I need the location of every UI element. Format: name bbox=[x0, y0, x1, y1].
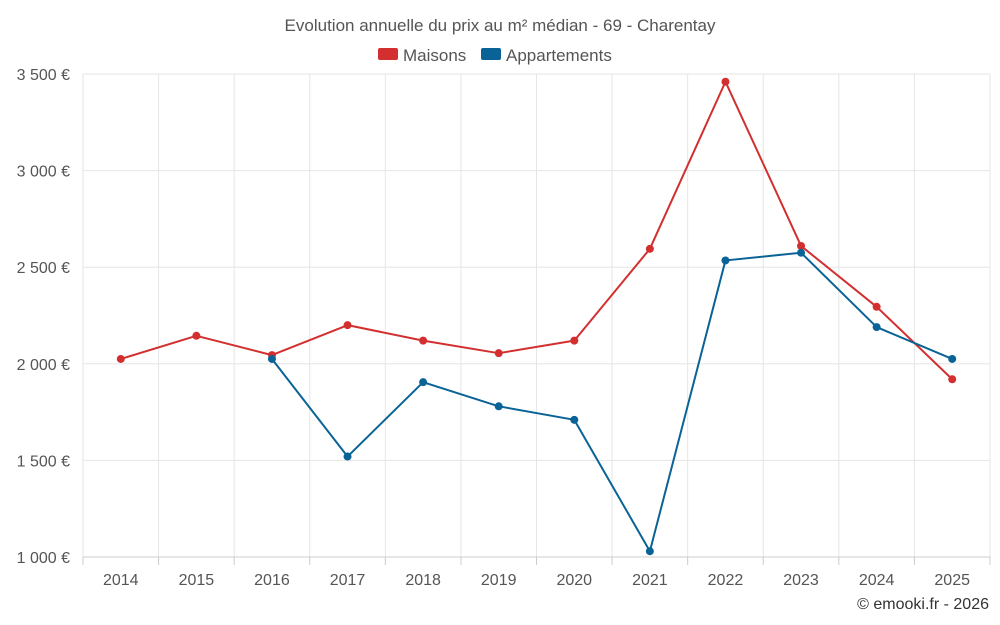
chart-title: Evolution annuelle du prix au m² médian … bbox=[285, 16, 716, 35]
x-tick-label: 2023 bbox=[783, 572, 819, 589]
data-point-appartements[interactable] bbox=[419, 378, 428, 387]
data-point-appartements[interactable] bbox=[343, 452, 352, 461]
x-tick-label: 2025 bbox=[934, 572, 970, 589]
data-point-maisons[interactable] bbox=[343, 321, 352, 330]
data-point-maisons[interactable] bbox=[419, 336, 428, 345]
x-tick-label: 2015 bbox=[179, 572, 215, 589]
data-point-appartements[interactable] bbox=[267, 354, 276, 363]
series-line-maisons bbox=[120, 80, 953, 380]
data-point-appartements[interactable] bbox=[797, 248, 806, 257]
data-point-appartements[interactable] bbox=[872, 323, 881, 332]
data-point-maisons[interactable] bbox=[645, 244, 654, 253]
data-point-appartements[interactable] bbox=[948, 354, 957, 363]
data-point-appartements[interactable] bbox=[721, 256, 730, 265]
data-point-maisons[interactable] bbox=[570, 336, 579, 345]
data-point-appartements[interactable] bbox=[570, 415, 579, 424]
series-appartements bbox=[267, 248, 957, 556]
series-line-appartements bbox=[271, 251, 953, 553]
y-tick-label: 3 500 € bbox=[17, 67, 70, 84]
grid bbox=[82, 73, 991, 557]
x-tick-label: 2020 bbox=[556, 572, 592, 589]
y-tick-label: 1 000 € bbox=[17, 550, 70, 567]
data-point-maisons[interactable] bbox=[721, 77, 730, 86]
y-tick-label: 2 000 € bbox=[17, 357, 70, 374]
data-point-maisons[interactable] bbox=[494, 349, 503, 358]
x-tick-label: 2021 bbox=[632, 572, 668, 589]
x-tick-label: 2014 bbox=[103, 572, 139, 589]
data-point-maisons[interactable] bbox=[948, 375, 957, 384]
data-point-maisons[interactable] bbox=[797, 241, 806, 250]
y-tick-label: 3 000 € bbox=[17, 164, 70, 181]
data-point-appartements[interactable] bbox=[645, 547, 654, 556]
x-tick-label: 2024 bbox=[859, 572, 895, 589]
x-tick-label: 2018 bbox=[405, 572, 441, 589]
y-tick-label: 1 500 € bbox=[17, 453, 70, 470]
x-tick-label: 2016 bbox=[254, 572, 290, 589]
legend-swatch-appartements bbox=[481, 48, 501, 60]
y-tick-label: 2 500 € bbox=[17, 260, 70, 277]
data-point-maisons[interactable] bbox=[116, 354, 125, 363]
data-point-maisons[interactable] bbox=[192, 331, 201, 340]
legend-label-appartements[interactable]: Appartements bbox=[506, 46, 612, 65]
x-tick-label: 2022 bbox=[708, 572, 744, 589]
data-point-maisons[interactable] bbox=[872, 302, 881, 311]
series bbox=[116, 77, 957, 556]
axes: 1 000 € 1 500 € 2 000 € 2 500 € 3 000 € 3 500… bbox=[17, 67, 991, 589]
data-point-appartements[interactable] bbox=[494, 402, 503, 411]
legend: Maisons Appartements bbox=[378, 46, 612, 65]
credit-text: © emooki.fr - 2026 bbox=[857, 596, 989, 613]
legend-label-maisons[interactable]: Maisons bbox=[403, 46, 466, 65]
legend-swatch-maisons bbox=[378, 48, 398, 60]
x-tick-label: 2019 bbox=[481, 572, 517, 589]
x-tick-label: 2017 bbox=[330, 572, 366, 589]
